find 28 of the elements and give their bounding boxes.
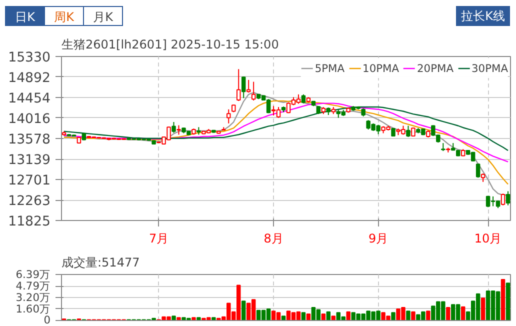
x-tick-label: 10月 [474,232,502,246]
x-tick-label: 7月 [148,232,169,246]
y-tick-label: 14016 [8,112,51,127]
y-tick-label: 12263 [8,194,51,210]
x-tick-label: 8月 [264,232,284,246]
y-tick-label: 6.39万 [16,268,51,281]
chart-title: 成交量:51477 [62,256,140,270]
text: 月K [83,6,123,26]
legend-label: 30PMA [472,62,508,74]
x-tick-label: 9月 [368,232,388,246]
y-tick-label: 13578 [8,132,51,148]
y-tick-label: 11825 [8,214,51,230]
y-tick-label: 12701 [8,174,51,189]
y-tick-label: 1.60万 [16,302,51,316]
legend-label: 10PMA [362,62,400,74]
y-tick-label: 13139 [8,153,51,168]
y-tick-label: 4.79万 [16,280,51,293]
chart-title: 生猪2601[lh2601] 2025-10-15 15:00 [62,38,279,52]
text: 拉长K线 [456,6,510,26]
y-tick-label: 3.20万 [16,290,51,304]
text: 日K [5,6,45,26]
y-tick-label: 0 [44,314,51,326]
y-tick-label: 15330 [8,50,51,66]
legend-label: 5PMA [314,62,345,74]
legend-label: 20PMA [417,62,454,74]
y-tick-label: 14454 [8,91,51,106]
text: 周K [44,6,84,26]
y-tick-label: 14892 [8,70,51,86]
